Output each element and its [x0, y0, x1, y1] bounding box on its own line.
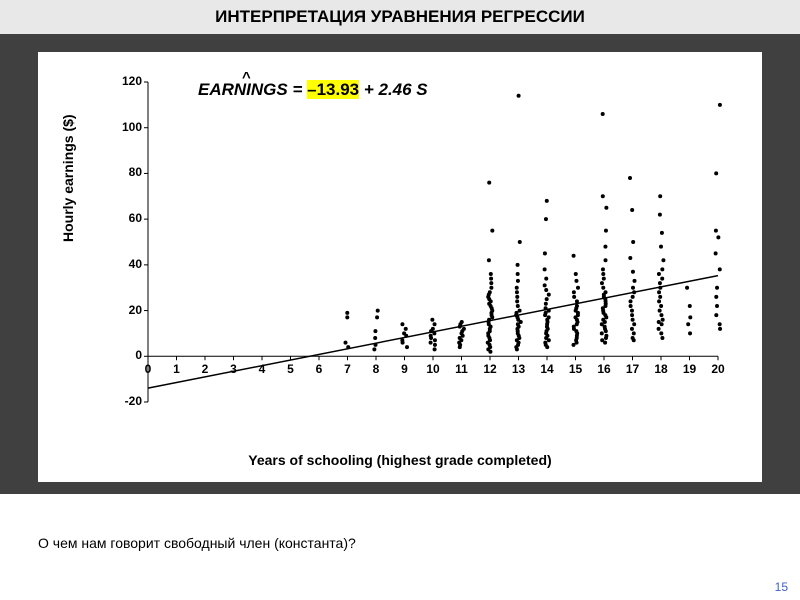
- page-title: ИНТЕРПРЕТАЦИЯ УРАВНЕНИЯ РЕГРЕССИИ: [0, 0, 800, 34]
- y-tick: 80: [112, 165, 142, 179]
- x-tick: 17: [621, 362, 645, 376]
- x-tick: 20: [706, 362, 730, 376]
- x-tick: 9: [393, 362, 417, 376]
- scatter-chart: [38, 52, 762, 482]
- y-tick: 60: [112, 211, 142, 225]
- x-tick: 10: [421, 362, 445, 376]
- x-tick: 5: [279, 362, 303, 376]
- x-tick: 8: [364, 362, 388, 376]
- x-tick: 13: [507, 362, 531, 376]
- x-tick: 4: [250, 362, 274, 376]
- y-tick: 0: [112, 348, 142, 362]
- chart-container-band: Hourly earnings ($) Years of schooling (…: [0, 34, 800, 494]
- y-tick: 20: [112, 303, 142, 317]
- x-tick: 14: [535, 362, 559, 376]
- y-tick: -20: [112, 394, 142, 408]
- y-tick: 120: [112, 74, 142, 88]
- x-tick: 15: [564, 362, 588, 376]
- chart-panel: Hourly earnings ($) Years of schooling (…: [38, 52, 762, 482]
- x-tick: 3: [222, 362, 246, 376]
- x-tick: 7: [336, 362, 360, 376]
- x-tick: 18: [649, 362, 673, 376]
- x-tick: 11: [450, 362, 474, 376]
- x-tick: 0: [136, 362, 160, 376]
- y-tick: 100: [112, 120, 142, 134]
- x-tick: 19: [678, 362, 702, 376]
- page-number: 15: [775, 580, 788, 594]
- y-tick: 40: [112, 257, 142, 271]
- x-tick: 12: [478, 362, 502, 376]
- x-tick: 2: [193, 362, 217, 376]
- x-tick: 16: [592, 362, 616, 376]
- question-text: О чем нам говорит свободный член (конста…: [38, 535, 356, 551]
- x-tick: 6: [307, 362, 331, 376]
- x-tick: 1: [165, 362, 189, 376]
